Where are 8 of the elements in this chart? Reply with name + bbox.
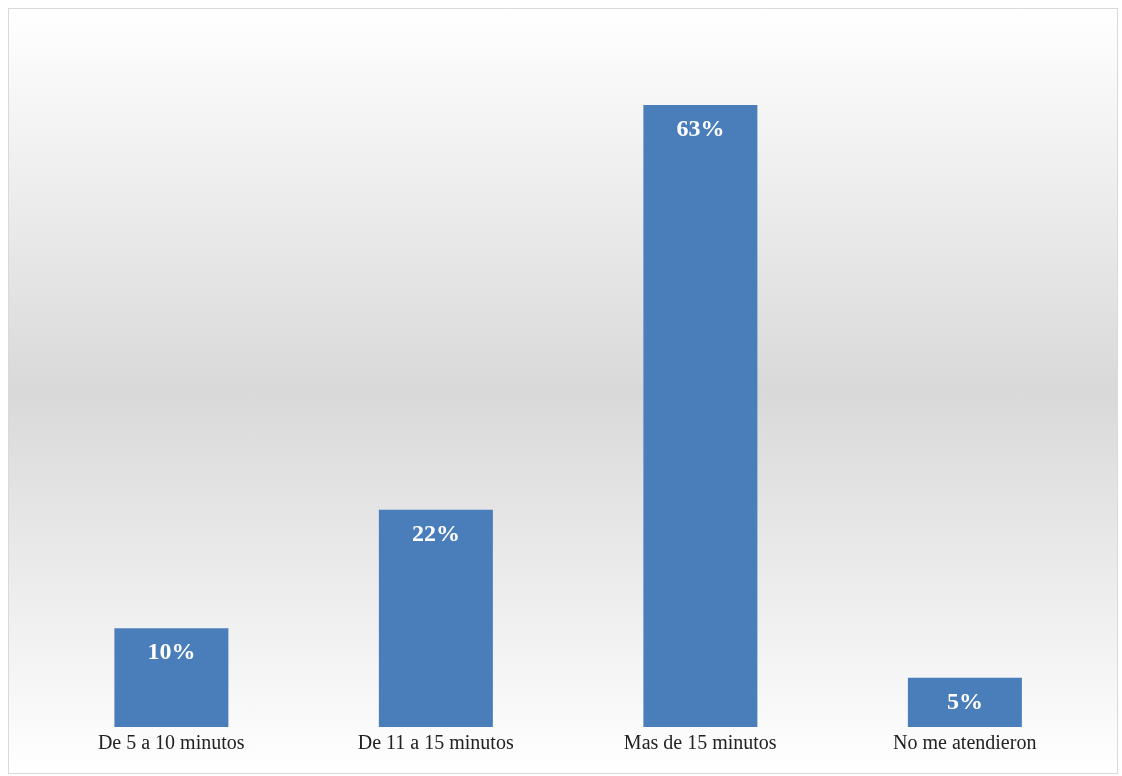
x-tick-label: De 5 a 10 minutos: [97, 731, 245, 754]
x-tick-label: Mas de 15 minutos: [623, 731, 777, 754]
data-label: 5%: [946, 687, 983, 714]
data-label: 10%: [147, 638, 196, 665]
data-label: 22%: [411, 519, 460, 546]
data-label: 63%: [676, 115, 725, 142]
x-tick-label: No me atendieron: [893, 731, 1037, 754]
x-tick-label: De 11 a 15 minutos: [357, 731, 514, 754]
